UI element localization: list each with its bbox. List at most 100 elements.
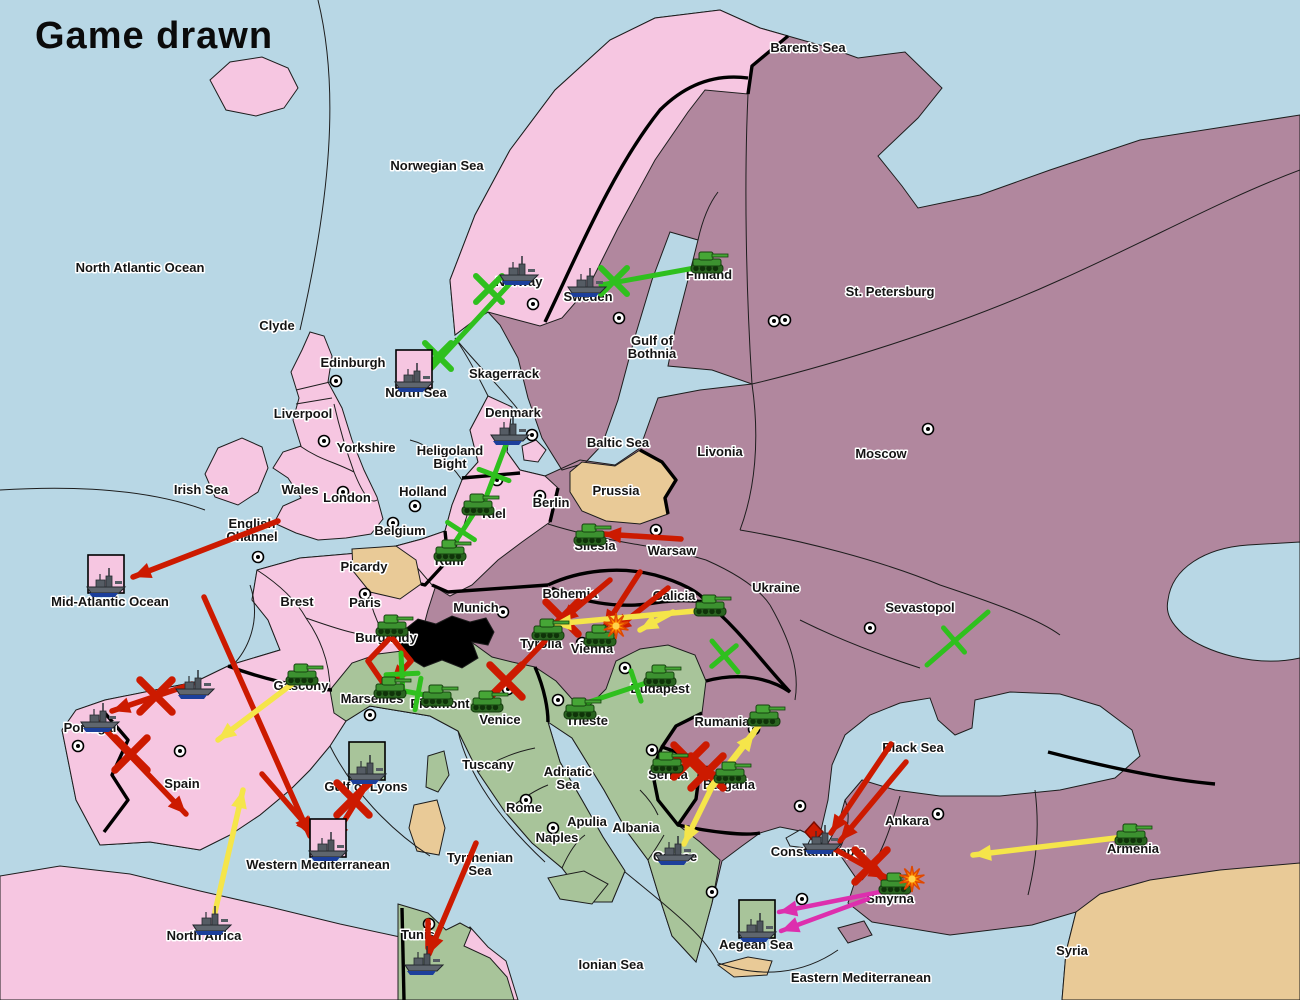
unit-army-kiel[interactable] xyxy=(461,493,500,516)
island-corsica xyxy=(425,750,450,793)
unit-army-ruhr[interactable] xyxy=(433,539,472,562)
order-arrow-yellow-32 xyxy=(681,784,715,847)
arrowhead xyxy=(640,614,660,630)
unit-army-tyrolia[interactable] xyxy=(531,618,570,641)
arrowhead xyxy=(167,795,186,814)
label-apulia: Apulia xyxy=(567,814,607,829)
unit-fleet-gulf-of-lyons[interactable] xyxy=(347,755,388,784)
unit-army-vienna[interactable] xyxy=(583,624,622,647)
unit-fleet-western-mediterranean[interactable] xyxy=(308,832,349,861)
island-sicily xyxy=(547,870,609,905)
unit-fleet-tunis[interactable] xyxy=(404,946,445,975)
unit-fleet-mid-atlantic-ocean[interactable] xyxy=(86,568,127,597)
unit-army-silesia[interactable] xyxy=(573,523,612,546)
unit-fleet-denmark[interactable] xyxy=(490,416,531,445)
army-icon xyxy=(713,761,752,784)
unit-fleet-greece[interactable] xyxy=(655,836,696,865)
supply-center-dot xyxy=(363,708,377,722)
label-western-mediterranean: Western Mediterranean xyxy=(246,857,390,872)
supply-center-dot xyxy=(496,605,510,619)
arrowhead xyxy=(831,813,848,833)
order-arrow-red-9 xyxy=(486,638,548,702)
fleet-icon xyxy=(567,268,608,297)
sea-zone-boundaries xyxy=(0,0,839,973)
explosion-core xyxy=(908,875,916,883)
fleet-icon xyxy=(192,906,233,935)
marker-layer xyxy=(603,612,925,893)
arrowhead xyxy=(779,900,799,917)
army-icon xyxy=(433,539,472,562)
label-wales: Wales xyxy=(281,482,318,497)
label-st-petersburg: St. Petersburg xyxy=(846,284,935,299)
label-baltic-sea: Baltic Sea xyxy=(587,435,650,450)
support-bar xyxy=(383,670,421,678)
supply-center-dot xyxy=(546,821,560,835)
army-icon xyxy=(690,251,729,274)
sea-caspian xyxy=(1166,541,1300,662)
unit-army-finland[interactable] xyxy=(690,251,729,274)
fleet-icon xyxy=(499,256,540,285)
order-arrow-yellow-36 xyxy=(212,787,247,915)
army-icon xyxy=(650,751,689,774)
unit-army-venice[interactable] xyxy=(470,690,509,713)
label-rome: Rome xyxy=(506,800,542,815)
unit-fleet-spain-north-coast[interactable] xyxy=(175,670,216,699)
region-syria xyxy=(1061,862,1300,1000)
label-brest: Brest xyxy=(280,594,314,609)
army-icon xyxy=(643,664,682,687)
fleet-icon xyxy=(80,703,121,732)
unit-army-budapest[interactable] xyxy=(643,664,682,687)
unit-fleet-portugal[interactable] xyxy=(80,703,121,732)
fleet-icon xyxy=(737,913,778,942)
label-sevastopol: Sevastopol xyxy=(885,600,954,615)
unit-army-burgundy[interactable] xyxy=(375,614,414,637)
order-arrow-red-1 xyxy=(130,518,281,580)
label-tyrrhenian-sea: Tyrrhenian Sea xyxy=(447,850,513,878)
unit-army-gascony[interactable] xyxy=(285,663,324,686)
order-arrow-yellow-34 xyxy=(970,834,1127,861)
unit-army-armenia[interactable] xyxy=(1114,823,1153,846)
unit-army-piedmont[interactable] xyxy=(420,684,459,707)
label-picardy: Picardy xyxy=(341,559,389,574)
label-gulf-of-bothnia: Gulf of Bothnia xyxy=(628,333,677,361)
supply-center-dot xyxy=(526,297,540,311)
fleet-icon xyxy=(347,755,388,784)
region-switzerland-impassable xyxy=(395,615,495,669)
support-bar xyxy=(941,625,967,655)
order-arrow-red-18 xyxy=(426,840,479,957)
unit-fleet-constantinople[interactable] xyxy=(802,825,843,854)
unit-army-marseilles[interactable] xyxy=(373,676,412,699)
label-clyde: Clyde xyxy=(259,318,294,333)
unit-fleet-north-sea[interactable] xyxy=(394,363,435,392)
label-venice: Venice xyxy=(479,712,520,727)
label-london: London xyxy=(323,490,371,505)
unit-fleet-north-africa[interactable] xyxy=(192,906,233,935)
fleet-icon xyxy=(175,670,216,699)
fleet-icon xyxy=(308,832,349,861)
support-bar xyxy=(412,675,424,713)
unit-army-serbia[interactable] xyxy=(650,751,689,774)
supply-center-dot xyxy=(618,661,632,675)
page-title: Game drawn xyxy=(35,15,273,57)
order-arrow-green-27 xyxy=(709,638,741,675)
unit-army-trieste[interactable] xyxy=(563,697,602,720)
unit-fleet-aegean-sea[interactable] xyxy=(737,913,778,942)
army-icon xyxy=(1114,823,1153,846)
army-icon xyxy=(470,690,509,713)
supply-center-dot xyxy=(921,422,935,436)
unit-fleet-norway[interactable] xyxy=(499,256,540,285)
order-arrow-yellow-30 xyxy=(637,609,676,633)
order-arrow-red-13 xyxy=(600,527,684,544)
unit-army-rumania[interactable] xyxy=(747,704,786,727)
order-arrow-green-28 xyxy=(924,609,991,668)
label-eastern-mediterranean: Eastern Mediterranean xyxy=(791,970,931,985)
supply-center-dot xyxy=(519,793,533,807)
support-bar xyxy=(445,519,477,543)
arrowhead xyxy=(112,697,132,713)
unit-fleet-sweden[interactable] xyxy=(567,268,608,297)
unit-army-galicia[interactable] xyxy=(693,594,732,617)
unit-army-bulgaria[interactable] xyxy=(713,761,752,784)
supply-center-dot xyxy=(931,807,945,821)
island-sardinia xyxy=(408,799,446,856)
army-icon xyxy=(747,704,786,727)
